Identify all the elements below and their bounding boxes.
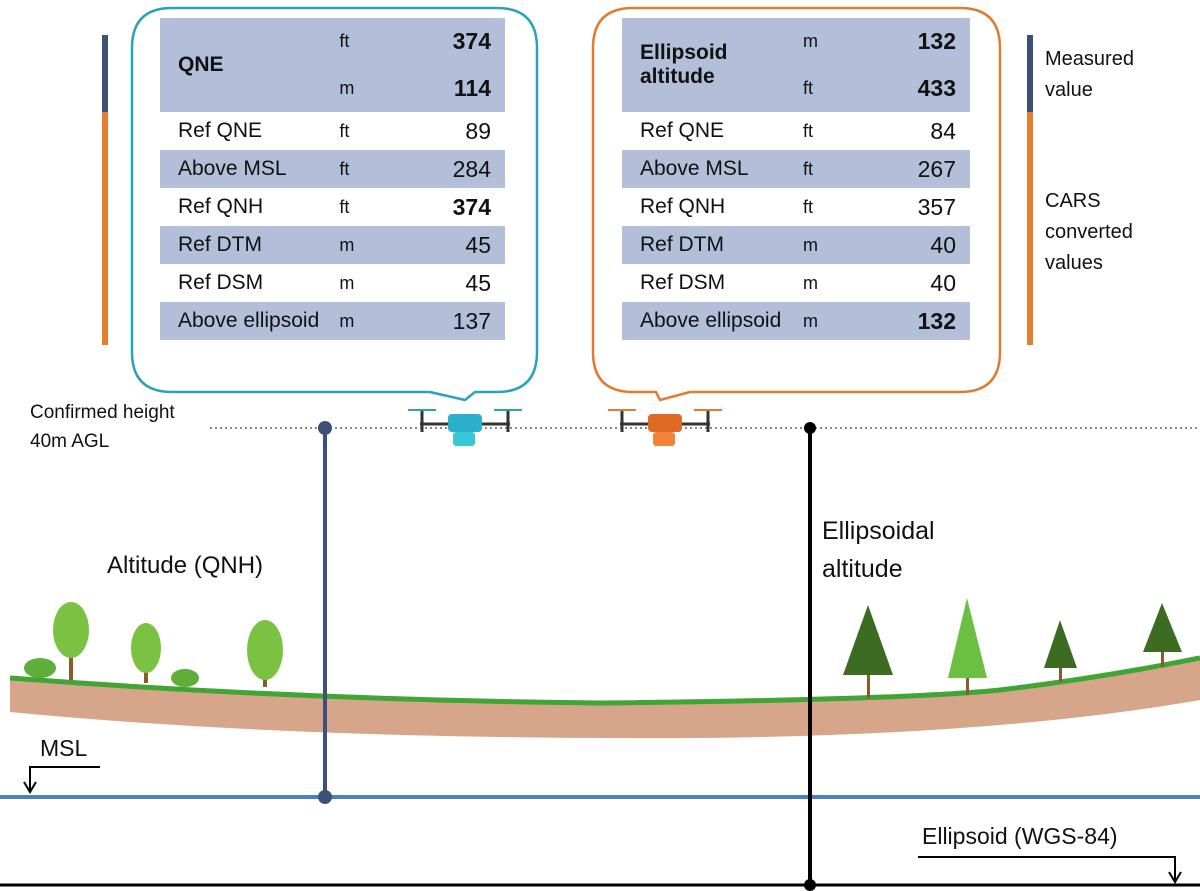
value: 267 [840, 150, 970, 188]
unit: m [339, 302, 376, 340]
value: 40 [840, 226, 970, 264]
unit: m [803, 264, 840, 302]
legend-bar [102, 112, 108, 345]
row-label: Above MSL [160, 150, 339, 188]
qnh-label: Altitude (QNH) [107, 552, 263, 580]
unit: m [339, 65, 376, 112]
row-label: Above MSL [622, 150, 803, 188]
row-label: Ref QNE [160, 112, 339, 150]
unit: m [803, 226, 840, 264]
qnh-dot [318, 790, 332, 804]
value: 114 [376, 65, 505, 112]
value: 433 [840, 65, 970, 112]
unit: ft [803, 112, 840, 150]
unit: m [339, 226, 376, 264]
row-label: Ref DSM [622, 264, 803, 302]
unit: ft [339, 18, 376, 65]
value: 284 [376, 150, 505, 188]
ellipsoidal-dot [804, 879, 816, 891]
header-label: Ellipsoid altitude [622, 18, 803, 112]
unit: m [339, 264, 376, 302]
legend-bar [1027, 35, 1033, 112]
value: 45 [376, 264, 505, 302]
header-label: QNE [160, 18, 339, 112]
row-label: Ref DTM [160, 226, 339, 264]
row-label: Ref QNH [622, 188, 803, 226]
ellipsoid-marker [918, 857, 1181, 882]
diagram: QNEft374m114Ref QNEft89Above MSLft284Ref… [0, 0, 1200, 891]
unit: m [803, 302, 840, 340]
row-label: Ref DSM [160, 264, 339, 302]
unit: ft [339, 150, 376, 188]
value: 137 [376, 302, 505, 340]
unit: ft [803, 188, 840, 226]
row-label: Above ellipsoid [160, 302, 339, 340]
qnh-dot [318, 421, 332, 435]
ellipsoidal-label: Ellipsoidal altitude [822, 512, 972, 588]
trees [24, 598, 1182, 698]
ellipsoidal-dot [804, 422, 816, 434]
value: 89 [376, 112, 505, 150]
row-label: Ref QNH [160, 188, 339, 226]
unit: ft [803, 65, 840, 112]
value: 45 [376, 226, 505, 264]
value: 132 [840, 302, 970, 340]
value: 357 [840, 188, 970, 226]
value: 84 [840, 112, 970, 150]
unit: ft [339, 188, 376, 226]
unit: ft [339, 112, 376, 150]
value: 132 [840, 18, 970, 65]
legend-bar [1027, 112, 1033, 345]
value: 40 [840, 264, 970, 302]
legend-label: CARS converted values [1045, 186, 1185, 279]
legend-label: Measured value [1045, 44, 1185, 106]
row-label: Ref DTM [622, 226, 803, 264]
value: 374 [376, 18, 505, 65]
unit: m [803, 18, 840, 65]
ellipsoid-label: Ellipsoid (WGS-84) [922, 823, 1118, 850]
confirmed-label: Confirmed height 40m AGL [30, 398, 200, 456]
value: 374 [376, 188, 505, 226]
msl-marker [24, 767, 100, 792]
row-label: Above ellipsoid [622, 302, 803, 340]
unit: ft [803, 150, 840, 188]
legend-bar [102, 35, 108, 112]
msl-label: MSL [40, 735, 87, 762]
row-label: Ref QNE [622, 112, 803, 150]
